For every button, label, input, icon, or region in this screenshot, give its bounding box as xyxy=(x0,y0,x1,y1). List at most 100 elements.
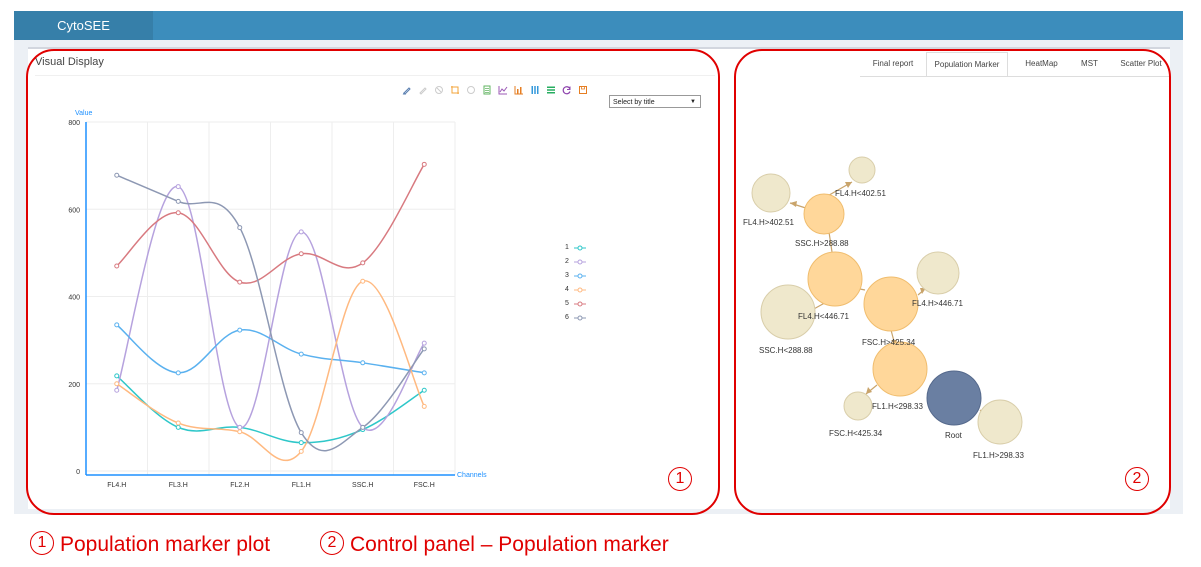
tab-scatter-plot[interactable]: Scatter Plot xyxy=(1120,59,1162,68)
series-line-1 xyxy=(116,375,425,444)
arrow-icon xyxy=(845,182,852,188)
annotation-number-2: 2 xyxy=(1125,467,1149,491)
node-label: FL4.H<402.51 xyxy=(835,189,886,198)
y-axis-label: Value xyxy=(75,110,92,117)
caption-text: Control panel – Population marker xyxy=(350,533,669,556)
caption-text: Population marker plot xyxy=(60,533,271,556)
data-point-5-FSC.H xyxy=(421,161,427,167)
tab-bar: Final report Population Marker HeatMap M… xyxy=(860,52,1170,77)
bar-chart-icon[interactable] xyxy=(514,85,524,95)
app-brand[interactable]: CytoSEE xyxy=(14,11,153,40)
legend-item-3[interactable]: 3 xyxy=(565,272,605,286)
legend-label: 5 xyxy=(565,300,569,307)
node-fl4-gt-446 xyxy=(916,251,960,295)
data-point-6-FSC.H xyxy=(421,346,427,352)
legend-marker-icon xyxy=(574,259,586,265)
select-by-title-dropdown[interactable]: Select by title ▼ xyxy=(609,95,701,108)
legend-marker-icon xyxy=(574,287,586,293)
data-point-5-FL4.H xyxy=(114,263,120,269)
zoom-icon[interactable] xyxy=(450,85,460,95)
caret-down-icon: ▼ xyxy=(690,99,696,105)
zoom-reset-icon[interactable] xyxy=(466,85,476,95)
legend-item-1[interactable]: 1 xyxy=(565,244,605,258)
y-tick-label: 400 xyxy=(68,295,80,302)
y-tick-labels: 0 200 400 600 800 xyxy=(68,120,80,476)
mark-undo-icon[interactable] xyxy=(418,85,428,95)
caption-number: 2 xyxy=(320,531,344,556)
legend-label: 3 xyxy=(565,272,569,279)
select-value: Select by title xyxy=(613,99,655,106)
x-tick-labels: FL4.H FL3.H FL2.H FL1.H SSC.H FSC.H xyxy=(107,482,435,489)
mark-clear-icon[interactable] xyxy=(434,85,444,95)
series-lines xyxy=(114,161,427,462)
legend-marker-icon xyxy=(574,315,586,321)
node-label: FL4.H<446.71 xyxy=(798,312,849,321)
x-tick-label: FL3.H xyxy=(169,482,188,489)
restore-icon[interactable] xyxy=(562,85,572,95)
data-view-icon[interactable] xyxy=(482,85,492,95)
node-label: FL4.H>446.71 xyxy=(912,299,963,308)
node-ssc-lt-288 xyxy=(760,284,816,340)
data-point-5-FL2.H xyxy=(237,279,243,285)
mark-icon[interactable] xyxy=(402,85,412,95)
tiled-icon[interactable] xyxy=(546,85,556,95)
save-image-icon[interactable] xyxy=(578,85,588,95)
data-point-3-SSC.H xyxy=(360,360,366,366)
data-point-6-FL3.H xyxy=(175,198,181,204)
tab-final-report[interactable]: Final report xyxy=(872,59,914,68)
data-point-2-FL3.H xyxy=(175,184,181,190)
legend-label: 1 xyxy=(565,244,569,251)
node-fsc-gt-425 xyxy=(863,276,919,332)
node-label: FSC.H<425.34 xyxy=(829,429,883,438)
data-point-4-FSC.H xyxy=(421,403,427,409)
tab-divider xyxy=(860,76,1170,77)
x-axis-label: Channels xyxy=(457,472,487,479)
node-fsc-lt-425 xyxy=(843,391,873,421)
legend-marker-icon xyxy=(574,273,586,279)
annotation-ring-1 xyxy=(26,49,720,515)
data-point-3-FL2.H xyxy=(237,327,243,333)
caption-2: 2 Control panel – Population marker xyxy=(320,531,669,557)
node-ssc-gt-288 xyxy=(803,193,845,235)
caption-number: 1 xyxy=(30,531,54,556)
data-point-2-FL4.H xyxy=(114,387,120,393)
legend-marker-icon xyxy=(574,245,586,251)
series-line-5 xyxy=(116,163,425,284)
data-point-5-FL1.H xyxy=(298,251,304,257)
y-tick-label: 200 xyxy=(68,382,80,389)
annotation-number-1: 1 xyxy=(668,467,692,491)
legend-item-6[interactable]: 6 xyxy=(565,314,605,328)
graph-labels: FL4.H<402.51 FL4.H>402.51 SSC.H>288.88 F… xyxy=(743,189,1024,460)
data-point-6-FL4.H xyxy=(114,172,120,178)
legend-item-4[interactable]: 4 xyxy=(565,286,605,300)
tab-heatmap[interactable]: HeatMap xyxy=(1025,59,1058,68)
data-point-3-FSC.H xyxy=(421,370,427,376)
x-tick-label: FL2.H xyxy=(230,482,249,489)
tab-population-marker[interactable]: Population Marker xyxy=(926,52,1008,77)
population-marker-graph[interactable]: FL4.H<402.51 FL4.H>402.51 SSC.H>288.88 F… xyxy=(738,140,1158,470)
data-point-6-FL1.H xyxy=(298,430,304,436)
node-fl4-lt-402 xyxy=(848,156,876,184)
legend-item-2[interactable]: 2 xyxy=(565,258,605,272)
tab-mst[interactable]: MST xyxy=(1081,59,1098,68)
caption-1: 1 Population marker plot xyxy=(30,531,271,557)
data-point-1-FSC.H xyxy=(421,387,427,393)
data-point-4-FL2.H xyxy=(237,429,243,435)
x-tick-label: SSC.H xyxy=(352,482,373,489)
data-point-3-FL3.H xyxy=(175,370,181,376)
node-fl4-lt-446 xyxy=(807,251,863,307)
data-point-6-SSC.H xyxy=(360,424,366,430)
line-chart-icon[interactable] xyxy=(498,85,508,95)
node-label: FL4.H>402.51 xyxy=(743,218,794,227)
legend-label: 6 xyxy=(565,314,569,321)
data-point-3-FL4.H xyxy=(114,322,120,328)
data-point-4-SSC.H xyxy=(360,278,366,284)
data-point-1-FL4.H xyxy=(114,373,120,379)
annotation-ring-2 xyxy=(734,49,1171,515)
stack-icon[interactable] xyxy=(530,85,540,95)
y-tick-label: 0 xyxy=(76,469,80,476)
legend-item-5[interactable]: 5 xyxy=(565,300,605,314)
node-label: SSC.H<288.88 xyxy=(759,346,813,355)
node-label: FSC.H>425.34 xyxy=(862,338,916,347)
